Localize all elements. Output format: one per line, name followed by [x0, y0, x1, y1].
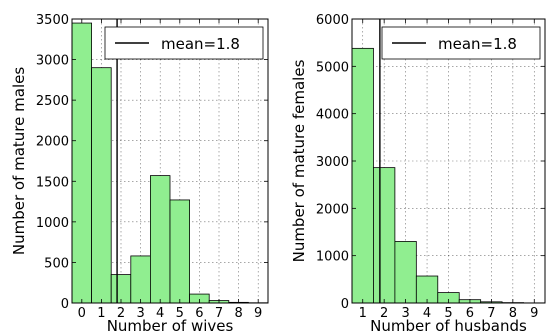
x-tick-label: 5: [176, 306, 184, 321]
x-tick-label: 2: [380, 306, 388, 321]
x-tick-label: 7: [215, 306, 223, 321]
x-tick-label: 4: [423, 306, 431, 321]
x-tick-label: 5: [444, 306, 452, 321]
y-tick-label: 5000: [316, 60, 349, 75]
x-tick-label: 8: [509, 306, 517, 321]
bar-4: [415, 275, 439, 304]
x-tick-label: 2: [117, 306, 125, 321]
x-tick-label: 1: [359, 306, 367, 321]
legend-label: mean=1.8: [161, 35, 240, 53]
legend-label: mean=1.8: [438, 35, 517, 53]
x-tick-label: 0: [78, 306, 86, 321]
x-tick-label: 4: [156, 306, 164, 321]
y-tick-label: 3500: [36, 13, 69, 28]
y-tick-label: 2000: [316, 202, 349, 217]
y-tick-label: 3000: [316, 155, 349, 170]
x-tick-label: 9: [530, 306, 538, 321]
x-tick-label: 8: [234, 306, 242, 321]
y-tick-label: 4000: [316, 108, 349, 123]
bar-5: [169, 199, 191, 304]
x-axis-label: Number of wives: [107, 317, 234, 335]
x-tick-label: 9: [254, 306, 262, 321]
y-tick-label: 0: [341, 297, 349, 312]
y-tick-label: 0: [61, 297, 69, 312]
x-tick-label: 3: [136, 306, 144, 321]
x-tick-label: 7: [487, 306, 495, 321]
bar-4: [149, 175, 171, 304]
females-histogram: 1 2 3 4 5 6 7 8 9 0 1000 2000 3000 4000 5000 6000 Number…: [290, 13, 546, 335]
x-tick-label: 1: [97, 306, 105, 321]
bar-1: [91, 67, 112, 304]
bar-2: [373, 167, 396, 304]
x-tick-label: 6: [466, 306, 474, 321]
y-tick-label: 2500: [36, 94, 69, 109]
bar-0: [71, 22, 93, 304]
y-tick-label: 500: [44, 256, 69, 271]
bar-1: [351, 47, 374, 304]
bar-3: [130, 255, 151, 304]
y-tick-label: 1000: [36, 216, 69, 231]
y-tick-label: 3000: [36, 54, 69, 69]
y-tick-label: 6000: [316, 13, 349, 28]
x-tick-label: 6: [195, 306, 203, 321]
y-tick-label: 1000: [316, 250, 349, 265]
y-tick-label: 1500: [36, 175, 69, 190]
x-axis-label: Number of husbands: [370, 317, 527, 335]
y-axis-label: Number of mature females: [290, 59, 308, 262]
males-histogram: 0 1 2 3 4 5 6 7 8 90500100015002000250030003500Nu…: [10, 13, 269, 335]
x-tick-label: 3: [401, 306, 409, 321]
y-tick-label: 2000: [36, 135, 69, 150]
plot-frame: [71, 18, 269, 304]
y-axis-label: Number of mature males: [10, 67, 28, 255]
bar-3: [394, 241, 417, 304]
bar-2: [110, 274, 132, 304]
